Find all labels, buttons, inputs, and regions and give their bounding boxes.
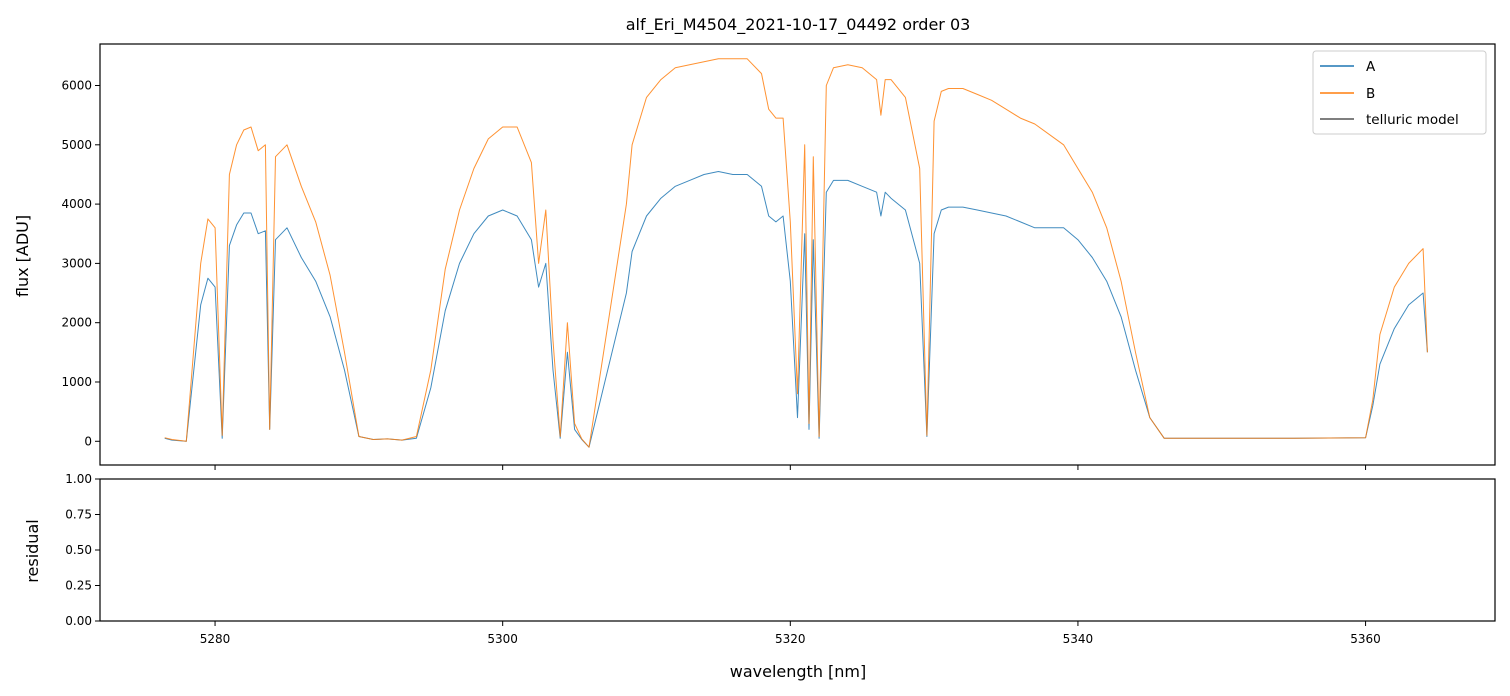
flux-y-tick-label: 6000 xyxy=(61,79,92,93)
legend-label-telluric: telluric model xyxy=(1366,112,1459,128)
residual-y-tick-label: 0.50 xyxy=(65,543,92,557)
flux-plot-area xyxy=(164,58,1428,448)
residual-y-tick-label: 0.75 xyxy=(65,508,92,522)
chart-title: alf_Eri_M4504_2021-10-17_04492 order 03 xyxy=(626,15,971,35)
residual-y-tick-label: 0.25 xyxy=(65,579,92,593)
legend-box xyxy=(1312,50,1487,135)
flux-y-tick-label: 1000 xyxy=(61,375,92,389)
residual-x-ticks: 5280 5300 5320 5340 5360 xyxy=(200,621,1381,646)
legend-label-b: B xyxy=(1366,86,1375,102)
flux-y-tick-label: 5000 xyxy=(61,138,92,152)
x-axis-label: wavelength [nm] xyxy=(730,662,867,681)
flux-y-axis-label: flux [ADU] xyxy=(13,215,32,297)
series-line-b xyxy=(164,58,1428,448)
flux-y-ticks: 0 1000 2000 3000 4000 5000 6000 xyxy=(61,79,100,448)
flux-y-tick-label: 3000 xyxy=(61,256,92,270)
x-tick-label: 5300 xyxy=(487,632,518,646)
series-line-a xyxy=(164,171,1428,448)
legend: A B telluric model xyxy=(1312,50,1487,135)
residual-y-tick-label: 1.00 xyxy=(65,472,92,486)
residual-y-axis-label: residual xyxy=(23,519,42,582)
flux-y-tick-label: 2000 xyxy=(61,316,92,330)
x-tick-label: 5360 xyxy=(1350,632,1381,646)
x-tick-label: 5320 xyxy=(775,632,806,646)
legend-label-a: A xyxy=(1366,59,1376,75)
flux-axes-frame xyxy=(99,43,1496,466)
residual-y-ticks: 0.00 0.25 0.50 0.75 1.00 xyxy=(65,472,100,628)
flux-y-tick-label: 0 xyxy=(84,434,92,448)
x-tick-label: 5280 xyxy=(200,632,231,646)
flux-x-ticks xyxy=(214,465,1367,470)
residual-y-tick-label: 0.00 xyxy=(65,614,92,628)
x-tick-label: 5340 xyxy=(1063,632,1094,646)
flux-y-tick-label: 4000 xyxy=(61,197,92,211)
